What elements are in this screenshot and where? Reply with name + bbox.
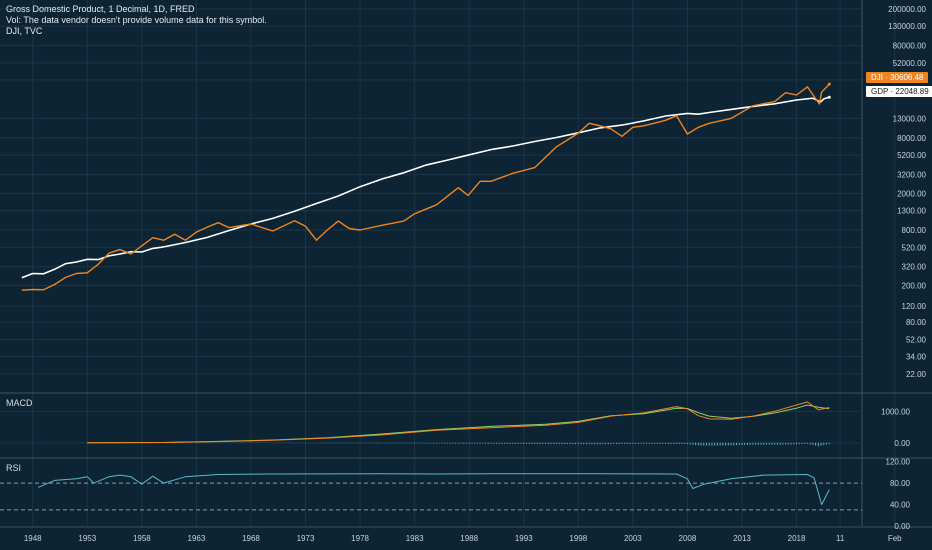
dji-tag-value: 30606.48 — [890, 73, 924, 82]
y-tick-label: 80.00 — [906, 318, 927, 327]
y-tick-label: 80000.00 — [893, 42, 927, 51]
x-tick-label: 2018 — [788, 534, 806, 543]
rsi-pane-label: RSI — [6, 463, 22, 473]
y-tick-label: 130000.00 — [888, 22, 926, 31]
x-tick-label: 1998 — [569, 534, 587, 543]
rsi-line — [38, 473, 830, 506]
dji-last-point — [827, 82, 831, 86]
y-tick-label: 1300.00 — [897, 207, 926, 216]
y-tick-label: 8000.00 — [897, 134, 926, 143]
macd-signal-line — [87, 404, 830, 444]
y-tick-label: 200.00 — [902, 282, 927, 291]
dji-tag-symbol: DJI — [871, 73, 883, 82]
y-tick-label: 320.00 — [902, 263, 927, 272]
x-tick-label: 2003 — [624, 534, 642, 543]
macd-y-tick-label: 1000.00 — [881, 407, 910, 416]
y-tick-label: 120.00 — [902, 302, 927, 311]
x-tick-label: 1948 — [24, 534, 42, 543]
x-tick-label: 11 — [836, 534, 845, 543]
dji-line — [21, 83, 830, 291]
x-tick-label: 1993 — [515, 534, 533, 543]
rsi-y-tick-label: 80.00 — [890, 479, 911, 488]
y-tick-label: 13000.00 — [893, 114, 927, 123]
x-tick-label: 1973 — [297, 534, 315, 543]
y-tick-label: 52000.00 — [893, 59, 927, 68]
compare-symbols: DJI, TVC — [6, 26, 43, 36]
rsi-y-tick-label: 120.00 — [886, 458, 911, 467]
gdp-tag-value: 22048.89 — [895, 87, 929, 96]
gdp-price-tag: GDP · 22048.89 — [866, 86, 932, 97]
y-tick-label: 2000.00 — [897, 189, 926, 198]
y-tick-label: 200000.00 — [888, 5, 926, 14]
volume-note: Vol: The data vendor doesn't provide vol… — [6, 15, 267, 25]
gdp-last-point — [827, 95, 831, 99]
x-tick-label: 1983 — [406, 534, 424, 543]
x-tick-label: Feb — [888, 534, 902, 543]
x-tick-label: 1978 — [351, 534, 369, 543]
gdp-line — [21, 96, 830, 279]
macd-line — [87, 401, 830, 444]
rsi-y-tick-label: 0.00 — [894, 522, 910, 531]
gdp-tag-symbol: GDP — [871, 87, 889, 96]
x-tick-label: 1968 — [242, 534, 260, 543]
x-tick-label: 1958 — [133, 534, 151, 543]
y-tick-label: 22.00 — [906, 370, 927, 379]
x-tick-label: 1988 — [460, 534, 478, 543]
y-tick-label: 5200.00 — [897, 151, 926, 160]
y-tick-label: 800.00 — [902, 226, 927, 235]
x-tick-label: 1963 — [188, 534, 206, 543]
macd-y-tick-label: 0.00 — [894, 439, 910, 448]
y-tick-label: 34.00 — [906, 352, 927, 361]
dji-price-tag: DJI · 30606.48 — [866, 72, 929, 83]
x-tick-label: 2008 — [679, 534, 697, 543]
y-tick-label: 520.00 — [902, 243, 927, 252]
x-tick-label: 1953 — [78, 534, 96, 543]
series-title: Gross Domestic Product, 1 Decimal, 1D, F… — [6, 4, 195, 14]
macd-pane-label: MACD — [6, 398, 33, 408]
y-tick-label: 3200.00 — [897, 171, 926, 180]
y-tick-label: 52.00 — [906, 335, 927, 344]
x-tick-label: 2013 — [733, 534, 751, 543]
rsi-y-tick-label: 40.00 — [890, 501, 911, 510]
